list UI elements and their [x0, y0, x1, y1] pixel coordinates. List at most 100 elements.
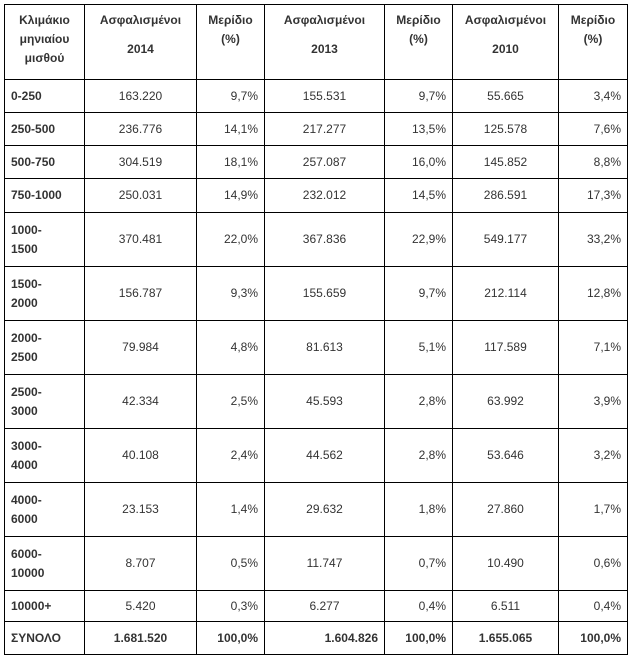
insured-2013-cell: 155.531 — [264, 79, 385, 113]
header-share-label: Μερίδιο — [396, 13, 441, 27]
table-row: 2000- 2500 79.984 4,8% 81.613 5,1% 117.589 7,1% — [4, 320, 628, 375]
salary-bracket-cell: 3000- 4000 — [4, 428, 85, 483]
salary-bracket-cell: 4000- 6000 — [4, 482, 85, 537]
insured-2013-cell: 29.632 — [264, 482, 385, 537]
header-bracket-line: μισθού — [24, 51, 65, 65]
header-share-2010: Μερίδιο (%) — [558, 4, 628, 80]
share-2013-cell: 9,7% — [384, 79, 453, 113]
insured-2010-cell: 27.860 — [452, 482, 559, 537]
header-share-unit: (%) — [409, 32, 428, 46]
insured-2013-cell: 155.659 — [264, 266, 385, 321]
insured-2013-cell: 6.277 — [264, 590, 385, 622]
salary-bracket-text: 6000- — [11, 546, 42, 561]
header-year: 2013 — [311, 42, 338, 56]
share-2014-cell: 4,8% — [196, 320, 265, 375]
insured-2010-cell: 10.490 — [452, 536, 559, 591]
insured-2014-cell: 23.153 — [84, 482, 197, 537]
share-2014-cell: 0,3% — [196, 590, 265, 622]
share-2013-cell: 16,0% — [384, 145, 453, 179]
total-row: ΣΥΝΟΛΟ 1.681.520 100,0% 1.604.826 100,0% 1.65… — [4, 621, 628, 655]
insured-2014-cell: 42.334 — [84, 374, 197, 429]
table-row: 500-750 304.519 18,1% 257.087 16,0% 145.852 8,… — [4, 145, 628, 179]
share-2010-cell: 1,7% — [558, 482, 628, 537]
table-row: 750-1000 250.031 14,9% 232.012 14,5% 286.591 1… — [4, 178, 628, 213]
insured-2014-cell: 79.984 — [84, 320, 197, 375]
salary-bracket-text: 250-500 — [11, 121, 56, 136]
header-row: Κλιμάκιο μηνιαίου μισθού Ασφαλισμένοι 20… — [4, 4, 628, 80]
insured-2013-cell: 11.747 — [264, 536, 385, 591]
insured-2013-cell: 81.613 — [264, 320, 385, 375]
share-2010-cell: 8,8% — [558, 145, 628, 179]
header-insured-label: Ασφαλισμένοι — [283, 13, 366, 27]
table-row: 250-500 236.776 14,1% 217.277 13,5% 125.578 7,… — [4, 112, 628, 146]
insured-2010-cell: 55.665 — [452, 79, 559, 113]
share-2010-cell: 3,9% — [558, 374, 628, 429]
salary-bracket-cell: 2500- 3000 — [4, 374, 85, 429]
share-2013-cell: 5,1% — [384, 320, 453, 375]
header-share-label: Μερίδιο — [208, 13, 253, 27]
header-share-label: Μερίδιο — [570, 13, 616, 27]
insured-2014-cell: 156.787 — [84, 266, 197, 321]
salary-bracket-text: 1500- — [11, 276, 42, 291]
header-share-unit: (%) — [221, 32, 240, 46]
insured-2013-cell: 367.836 — [264, 212, 385, 267]
header-insured-label: Ασφαλισμένοι — [464, 13, 547, 27]
salary-bracket-text: 3000- — [11, 438, 42, 453]
salary-bracket-text: 4000- — [11, 492, 42, 507]
share-2014-cell: 18,1% — [196, 145, 265, 179]
share-2010-cell: 7,6% — [558, 112, 628, 146]
header-bracket: Κλιμάκιο μηνιαίου μισθού — [4, 4, 85, 80]
share-2014-cell: 9,3% — [196, 266, 265, 321]
share-2014-cell: 1,4% — [196, 482, 265, 537]
table-row: 10000+ 5.420 0,3% 6.277 0,4% 6.511 0,4% — [4, 590, 628, 622]
share-2014-cell: 22,0% — [196, 212, 265, 267]
insured-2010-cell: 212.114 — [452, 266, 559, 321]
insured-2014-cell: 40.108 — [84, 428, 197, 483]
total-share-2014-cell: 100,0% — [196, 621, 265, 655]
insured-2013-cell: 45.593 — [264, 374, 385, 429]
salary-bracket-cell: 0-250 — [4, 79, 85, 113]
salary-bracket-text: 2000- — [11, 330, 42, 345]
table-row: 1500- 2000 156.787 9,3% 155.659 9,7% 212.114 12… — [4, 266, 628, 321]
table-row: 1000- 1500 370.481 22,0% 367.836 22,9% 549.177… — [4, 212, 628, 267]
share-2013-cell: 14,5% — [384, 178, 453, 213]
header-insured-2010: Ασφαλισμένοι 2010 — [452, 4, 559, 80]
share-2010-cell: 17,3% — [558, 178, 628, 213]
share-2014-cell: 2,4% — [196, 428, 265, 483]
header-bracket-line: μηνιαίου — [19, 32, 70, 46]
salary-bracket-text: 6000 — [11, 511, 38, 526]
header-share-2014: Μερίδιο (%) — [196, 4, 265, 80]
share-2014-cell: 14,1% — [196, 112, 265, 146]
insured-2014-cell: 304.519 — [84, 145, 197, 179]
table-row: 2500- 3000 42.334 2,5% 45.593 2,8% 63.992 3,9% — [4, 374, 628, 429]
salary-bracket-cell: 2000- 2500 — [4, 320, 85, 375]
table-container: Κλιμάκιο μηνιαίου μισθού Ασφαλισμένοι 20… — [4, 4, 628, 655]
share-2014-cell: 9,7% — [196, 79, 265, 113]
salary-bracket-text: 2500- — [11, 384, 42, 399]
salary-bracket-text: 750-1000 — [11, 188, 62, 202]
share-2010-cell: 12,8% — [558, 266, 628, 321]
share-2010-cell: 33,2% — [558, 212, 628, 267]
insured-2013-cell: 217.277 — [264, 112, 385, 146]
table-row: 0-250 163.220 9,7% 155.531 9,7% 55.665 3,4% — [4, 79, 628, 113]
share-2013-cell: 2,8% — [384, 374, 453, 429]
salary-bracket-cell: 250-500 — [4, 112, 85, 146]
share-2013-cell: 0,7% — [384, 536, 453, 591]
share-2013-cell: 22,9% — [384, 212, 453, 267]
share-2010-cell: 7,1% — [558, 320, 628, 375]
total-insured-2014-cell: 1.681.520 — [84, 621, 197, 655]
share-2010-cell: 0,4% — [558, 590, 628, 622]
salary-bracket-text: 10000+ — [11, 598, 52, 613]
insured-2014-cell: 236.776 — [84, 112, 197, 146]
insured-2010-cell: 117.589 — [452, 320, 559, 375]
share-2013-cell: 13,5% — [384, 112, 453, 146]
table-row: 4000- 6000 23.153 1,4% 29.632 1,8% 27.860 1,7% — [4, 482, 628, 537]
header-share-unit: (%) — [583, 32, 603, 46]
share-2013-cell: 9,7% — [384, 266, 453, 321]
insured-2014-cell: 163.220 — [84, 79, 197, 113]
salary-bracket-cell: 1000- 1500 — [4, 212, 85, 267]
share-2014-cell: 0,5% — [196, 536, 265, 591]
insured-2014-cell: 370.481 — [84, 212, 197, 267]
table-row: 6000- 10000 8.707 0,5% 11.747 0,7% 10.490 0,6% — [4, 536, 628, 591]
salary-bracket-cell: 750-1000 — [4, 178, 85, 213]
